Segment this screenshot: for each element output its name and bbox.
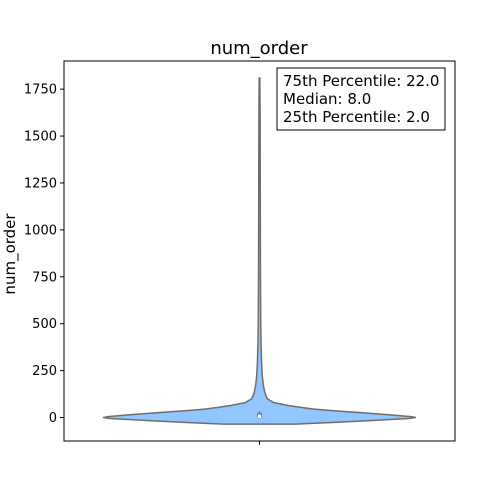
y-tick-label: 1500 bbox=[24, 130, 57, 145]
annotation-line: 75th Percentile: 22.0 bbox=[283, 72, 439, 90]
y-tick-label: 750 bbox=[32, 270, 57, 285]
chart-title: num_order bbox=[210, 38, 308, 59]
y-tick-label: 1250 bbox=[24, 176, 57, 191]
y-axis-label: num_order bbox=[1, 213, 20, 295]
median-marker bbox=[258, 414, 262, 418]
y-tick-label: 1750 bbox=[24, 83, 57, 98]
y-tick-label: 0 bbox=[49, 411, 57, 426]
y-tick-label: 1000 bbox=[24, 223, 57, 238]
annotation-line: 25th Percentile: 2.0 bbox=[283, 108, 430, 126]
y-tick-label: 500 bbox=[32, 317, 57, 332]
annotation-line: Median: 8.0 bbox=[283, 90, 371, 108]
y-tick-label: 250 bbox=[32, 364, 57, 379]
